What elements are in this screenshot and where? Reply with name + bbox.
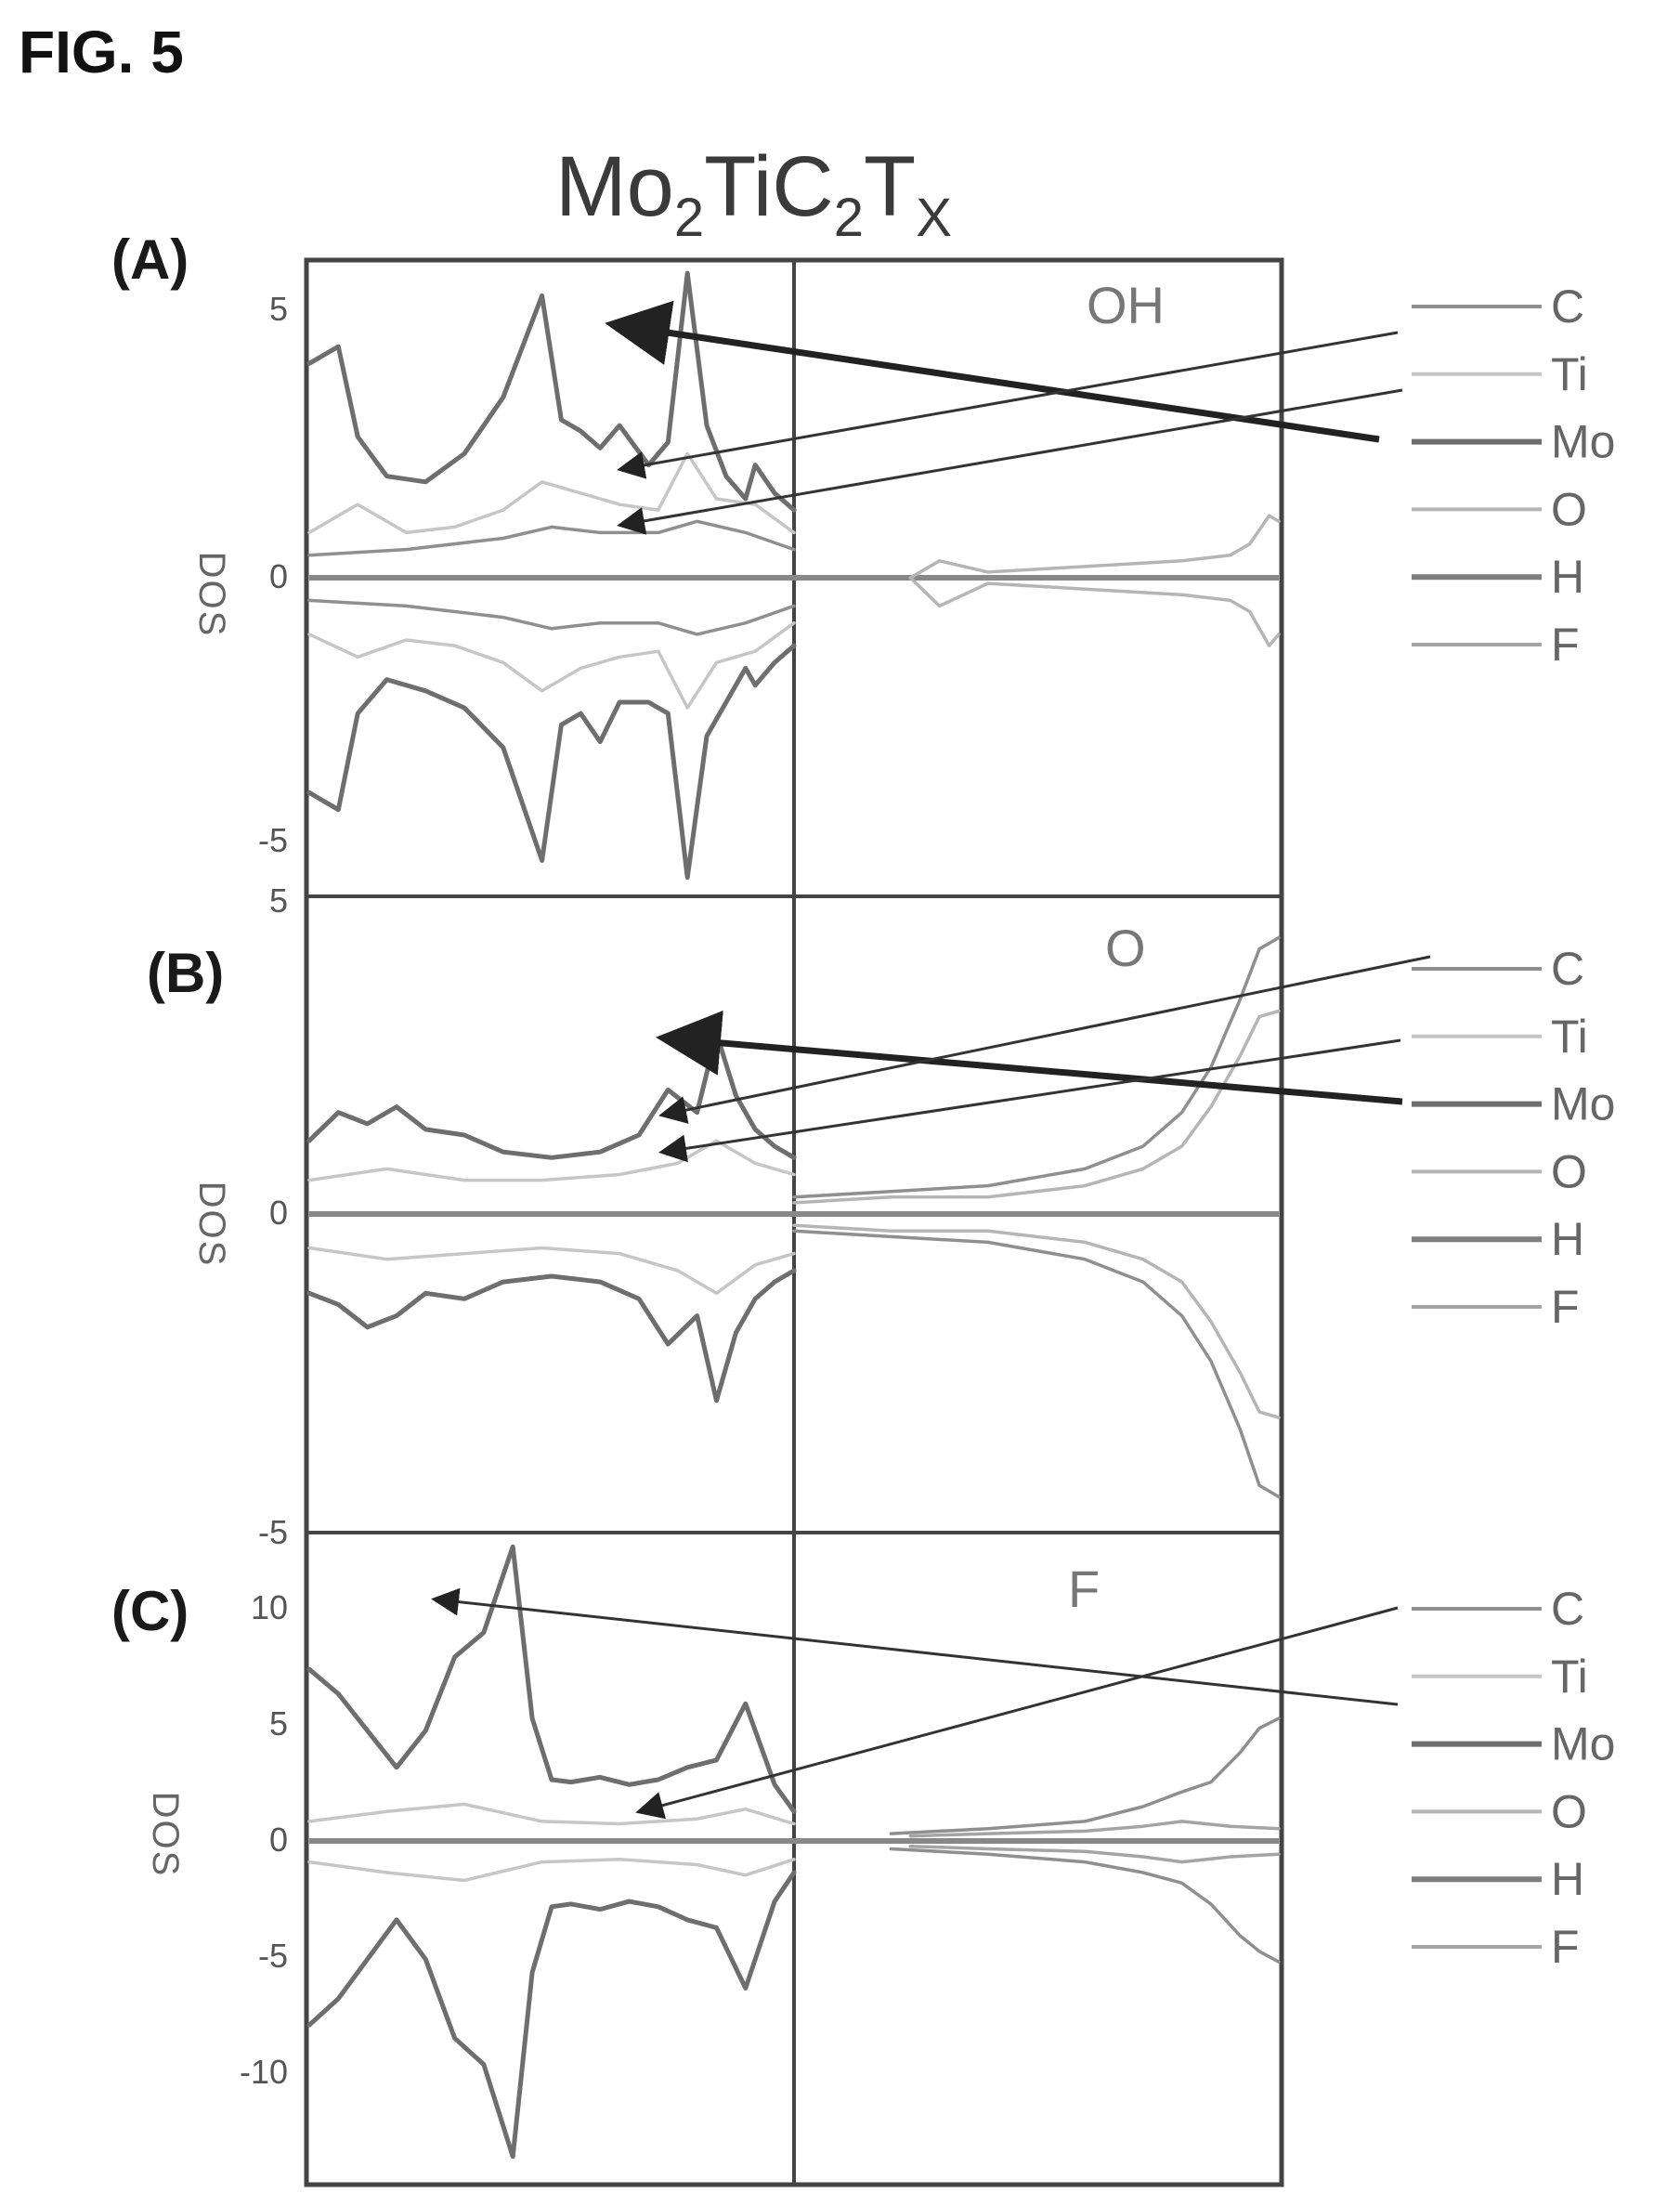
dos-curve-c-up	[307, 519, 796, 557]
arrow-ti-a	[617, 331, 1399, 479]
panel-a-ytick-bottom: -5	[258, 821, 288, 859]
legend-label-h: H	[1551, 1853, 1584, 1905]
dos-curve-c-down	[792, 1229, 1281, 1499]
dos-curve-mo-down	[306, 1870, 797, 2160]
panel-c-label: (C)	[111, 1580, 189, 1642]
legend-label-h: H	[1551, 1213, 1584, 1265]
panel-c-ytick-neg5: -5	[258, 1937, 288, 1975]
legend-label-ti: Ti	[1551, 348, 1588, 400]
dos-curve-mo-up	[306, 1031, 797, 1160]
panel-c-ytick-5: 5	[269, 1704, 288, 1743]
legend-label-o: O	[1551, 483, 1587, 535]
dos-curve-o-down	[792, 1223, 1281, 1419]
panel-c-ytick-0: 0	[269, 1821, 288, 1859]
legend-label-mo: Mo	[1551, 416, 1615, 468]
panel-b-arrows	[656, 955, 1431, 1163]
title-sub-2: 2	[834, 188, 864, 248]
legend-label-ti: Ti	[1551, 1011, 1588, 1063]
title-part-1: Mo	[555, 139, 674, 234]
dos-curve-ti-up	[307, 1139, 796, 1182]
panel-b-label: (B)	[147, 942, 224, 1004]
dos-curve-ti-down	[307, 1858, 796, 1883]
dos-curve-f-up	[908, 1820, 1281, 1838]
legend-label-h: H	[1551, 551, 1584, 603]
panel-c-termination: F	[1068, 1560, 1100, 1618]
dos-curve-c-down	[889, 1847, 1281, 1964]
arrow-c-a	[617, 388, 1403, 535]
legend-label-f: F	[1551, 1281, 1580, 1333]
legend-label-o: O	[1551, 1785, 1587, 1837]
dos-curve-o-up	[908, 514, 1281, 580]
dos-curve-mo-down	[306, 643, 797, 881]
dos-curve-mo-down	[306, 1268, 797, 1403]
title-sub-1: 2	[674, 188, 704, 248]
dos-curve-ti-up	[307, 451, 796, 535]
dos-curve-ti-down	[307, 620, 796, 710]
arrow-ti-b	[658, 1038, 1401, 1163]
dos-curve-o-down	[908, 576, 1281, 647]
dos-curve-c-down	[307, 598, 796, 636]
legend-label-c: C	[1551, 281, 1584, 333]
panel-c-legend: C Ti Mo OHF	[1412, 1583, 1615, 1973]
panel-b-curves	[306, 935, 1281, 1499]
legend-label-mo: Mo	[1551, 1718, 1615, 1770]
dos-curve-c-up	[889, 1717, 1281, 1835]
panel-c-ytick-neg10: -10	[240, 2053, 288, 2091]
figure-label: FIG. 5	[19, 19, 184, 85]
legend-label-c: C	[1551, 943, 1584, 995]
arrow-c-c	[635, 1606, 1399, 1820]
dos-curve-ti-up	[307, 1802, 796, 1826]
dos-curve-mo-up	[306, 270, 797, 513]
panel-c-ytick-10: 10	[251, 1588, 288, 1626]
title-part-2: TiC	[704, 139, 834, 234]
legend-label-f: F	[1551, 619, 1580, 671]
panel-a-ytick-top: 5	[269, 290, 288, 328]
arrow-c-b	[658, 955, 1431, 1124]
panel-b-ytick-zero: 0	[269, 1194, 288, 1232]
panel-b-ytick-bottom: -5	[258, 1513, 288, 1551]
dos-curve-ti-down	[307, 1246, 796, 1296]
arrow-mo-b	[656, 1010, 1403, 1105]
panel-a-ytick-zero: 0	[269, 557, 288, 595]
panel-a-ylabel: DOS	[191, 552, 232, 638]
dos-curve-mo-up	[306, 1544, 797, 1814]
panel-a-legend: C Ti Mo OHF	[1412, 281, 1615, 671]
legend-label-mo: Mo	[1551, 1078, 1615, 1130]
panel-a-arrows	[605, 300, 1403, 535]
dos-curve-f-down	[908, 1844, 1281, 1864]
legend-label-c: C	[1551, 1583, 1584, 1635]
dos-curve-o-up	[792, 1009, 1281, 1205]
panel-b-legend: C Ti Mo OHF	[1412, 943, 1615, 1333]
panel-c-arrows	[431, 1587, 1399, 1820]
legend-label-ti: Ti	[1551, 1651, 1588, 1703]
panel-a-curves	[306, 270, 1281, 881]
panel-b-termination: O	[1105, 919, 1146, 977]
title-part-3: T	[864, 139, 916, 234]
panel-b-ylabel: DOS	[191, 1181, 232, 1268]
title-sub-3: X	[916, 188, 952, 248]
legend-label-f: F	[1551, 1921, 1580, 1973]
panel-b-ytick-top: 5	[269, 881, 288, 920]
arrow-mo-c	[431, 1587, 1399, 1706]
figure-title: Mo2TiC2TX	[555, 139, 952, 248]
panel-a-termination: OH	[1087, 276, 1165, 334]
arrow-mo-a	[605, 300, 1380, 443]
legend-label-o: O	[1551, 1145, 1587, 1197]
panel-c-ylabel: DOS	[145, 1792, 186, 1878]
panel-a-label: (A)	[111, 228, 189, 291]
panel-c-curves	[306, 1544, 1281, 2160]
dos-curve-c-up	[792, 935, 1281, 1199]
